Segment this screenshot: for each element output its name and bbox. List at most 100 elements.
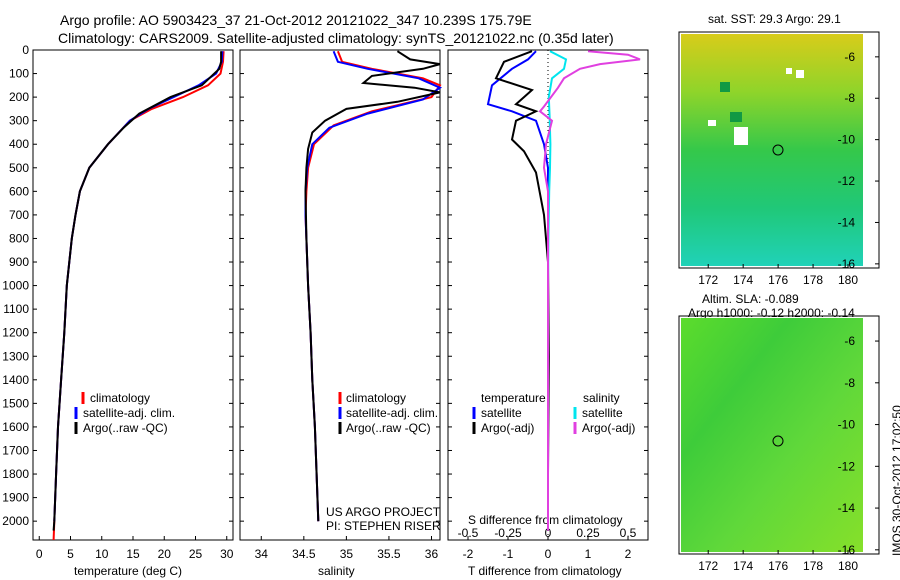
sst-lon-tick-label: 172 <box>698 273 718 287</box>
sal-x-tick-label: 35.5 <box>377 547 401 561</box>
sst-lat-tick-label: -10 <box>838 133 856 147</box>
sst-argo-position-marker <box>772 144 784 156</box>
sst-lon-tick-label: 180 <box>838 273 858 287</box>
diff-x-tick-label: 0 <box>545 547 552 561</box>
depth-tick-label: 0 <box>22 43 29 57</box>
sst-lon-tick-label: 176 <box>768 273 788 287</box>
sst-lat-tick-label: -16 <box>838 257 856 271</box>
legend-label-argo: Argo(..raw -QC) <box>346 421 431 435</box>
series-climatology <box>52 51 225 541</box>
depth-tick-label: 600 <box>9 184 29 198</box>
sst-missing-block <box>786 68 792 74</box>
depth-tick-label: 1100 <box>3 302 29 316</box>
legend-label-climatology: climatology <box>90 391 150 405</box>
depth-tick-label: 1900 <box>2 491 29 505</box>
legend-label-satellite: satellite-adj. clim. <box>83 406 175 420</box>
legend-label-temp-argo: Argo(-adj) <box>481 421 534 435</box>
sal-x-tick-label: 34.5 <box>292 547 316 561</box>
figure-title-line1: Argo profile: AO 5903423_37 21-Oct-2012 … <box>60 12 532 28</box>
sal-xlabel: salinity <box>318 564 355 578</box>
diff-legend: temperature salinity satellite Argo(-adj… <box>472 391 635 435</box>
figure-title-line2: Climatology: CARS2009. Satellite-adjuste… <box>58 30 614 46</box>
sla-lon-tick-label: 176 <box>768 559 788 573</box>
sst-map-title: sat. SST: 29.3 Argo: 29.1 <box>708 12 841 26</box>
sla-map-title-line1: Altim. SLA: -0.089 <box>702 292 799 306</box>
temp-x-tick-label: 25 <box>189 547 203 561</box>
temp-x-tick-label: 30 <box>220 547 234 561</box>
sst-missing-block <box>708 120 716 126</box>
legend-label-satellite: satellite-adj. clim. <box>346 406 438 420</box>
sst-lon-tick-label: 174 <box>733 273 753 287</box>
depth-tick-label: 1800 <box>2 467 29 481</box>
legend-label-temp-satellite: satellite <box>481 406 522 420</box>
depth-tick-label: 1300 <box>2 349 29 363</box>
credit-line1: US ARGO PROJECT <box>326 505 441 519</box>
sst-map-field <box>681 34 863 266</box>
diff-x-tick-label: -1 <box>503 547 514 561</box>
depth-tick-label: 1600 <box>2 420 29 434</box>
sal-panel-frame <box>239 49 441 541</box>
sla-lon-tick-label: 178 <box>803 559 823 573</box>
series-temperature-satellite <box>486 50 549 522</box>
legend-title-temperature: temperature <box>481 391 546 405</box>
temp-xlabel: temperature (deg C) <box>74 564 183 578</box>
temp-x-tick-label: 0 <box>36 547 43 561</box>
series-climatology <box>304 50 442 522</box>
sla-lon-tick-label: 172 <box>698 559 718 573</box>
legend-label-argo: Argo(..raw -QC) <box>83 421 168 435</box>
temp-panel-frame <box>32 49 234 541</box>
series-temperature-argo-adj- <box>494 50 550 531</box>
diff-x-tick-label: -2 <box>463 547 474 561</box>
sla-argo-position-marker <box>772 435 784 447</box>
depth-tick-label: 700 <box>9 208 29 222</box>
series-salinity-argo-adj- <box>538 50 641 531</box>
sla-lat-tick-label: -8 <box>844 376 855 390</box>
depth-tick-label: 300 <box>9 114 29 128</box>
depth-tick-label: 1200 <box>2 326 29 340</box>
sst-lon-tick-label: 178 <box>803 273 823 287</box>
sla-lat-tick-label: -16 <box>838 543 856 557</box>
depth-tick-label: 1400 <box>2 373 29 387</box>
sst-lat-tick-label: -14 <box>838 215 856 229</box>
sla-lat-tick-label: -6 <box>844 334 855 348</box>
sal-x-tick-label: 34 <box>255 547 269 561</box>
sst-lat-tick-label: -12 <box>838 174 856 188</box>
legend-label-sal-satellite: satellite <box>582 406 623 420</box>
depth-tick-label: 1500 <box>2 396 29 410</box>
sst-missing-block <box>734 127 748 145</box>
sla-lon-tick-label: 180 <box>838 559 858 573</box>
sdiff-tick-label: 0.5 <box>620 526 637 540</box>
diff-top-label: S difference from climatology <box>468 513 623 527</box>
legend-label-climatology: climatology <box>346 391 406 405</box>
sst-cool-patch <box>720 82 730 92</box>
depth-tick-label: 2000 <box>2 514 29 528</box>
temp-legend: climatology satellite-adj. clim. Argo(..… <box>74 391 175 435</box>
temp-x-tick-label: 15 <box>126 547 140 561</box>
sdiff-tick-label: -0.5 <box>458 526 479 540</box>
credit-line2: PI: STEPHEN RISER <box>326 519 441 533</box>
diff-x-tick-label: 1 <box>585 547 592 561</box>
depth-tick-label: 1700 <box>2 443 29 457</box>
sla-lat-tick-label: -10 <box>838 418 856 432</box>
temp-x-tick-label: 10 <box>95 547 109 561</box>
series-argo-raw-qc- <box>52 51 223 531</box>
depth-tick-label: 1000 <box>2 279 29 293</box>
legend-title-salinity: salinity <box>583 391 620 405</box>
sst-missing-block <box>796 70 804 78</box>
depth-tick-label: 400 <box>9 137 29 151</box>
depth-tick-label: 800 <box>9 231 29 245</box>
depth-tick-label: 100 <box>9 67 29 81</box>
series-salinity-satellite <box>547 50 568 522</box>
sla-map-field <box>681 318 863 552</box>
sal-legend: climatology satellite-adj. clim. Argo(..… <box>338 391 438 435</box>
diff-xlabel: T difference from climatology <box>468 564 622 578</box>
sdiff-tick-label: 0.25 <box>576 526 600 540</box>
diff-x-tick-label: 2 <box>625 547 632 561</box>
legend-label-sal-argo: Argo(-adj) <box>582 421 635 435</box>
temp-x-tick-label: 5 <box>67 547 74 561</box>
sla-map-frame <box>678 315 880 555</box>
sla-lat-tick-label: -12 <box>838 459 856 473</box>
sst-lat-tick-label: -6 <box>844 50 855 64</box>
sst-lat-tick-label: -8 <box>844 91 855 105</box>
temp-x-tick-label: 20 <box>158 547 172 561</box>
